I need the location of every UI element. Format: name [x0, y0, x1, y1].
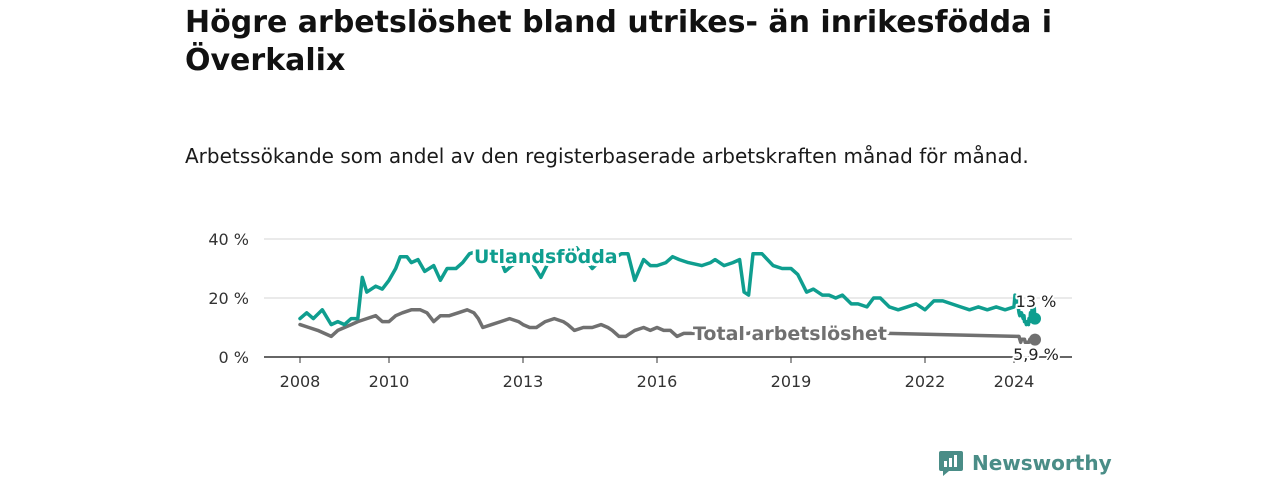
utlandsfodda-end-point [1029, 312, 1041, 325]
end-label-total-arbetsloshet: 5,9 % [1013, 345, 1059, 364]
end-label-utlandsfodda-halo: 13 % [1016, 292, 1057, 311]
y-tick-label: 40 % [208, 230, 249, 249]
brand-label: Newsworthy [972, 451, 1112, 475]
y-tick-label: 0 % [219, 348, 249, 367]
x-tick-label: 2010 [369, 372, 410, 391]
chart-title: Högre arbetslöshet bland utrikes- än inr… [185, 5, 1053, 78]
series-label-utlandsfodda: Utlandsfödda [474, 246, 618, 268]
brand[interactable]: Newsworthy [938, 449, 1112, 477]
y-tick-label: 20 % [208, 289, 249, 308]
series-label-total-arbetsloshet-halo: Total arbetslöshet [693, 323, 887, 345]
total-arbetsloshet-end-point [1029, 333, 1041, 346]
x-tick-label: 2022 [905, 372, 946, 391]
chart-subtitle: Arbetssökande som andel av den registerb… [185, 144, 1029, 168]
x-tick-label: 2013 [503, 372, 544, 391]
newsworthy-logo-icon [939, 451, 963, 476]
x-tick-label: 2016 [637, 372, 678, 391]
total-arbetsloshet-line [298, 308, 1037, 345]
x-tick-label: 2019 [771, 372, 812, 391]
utlandsfodda-line [298, 246, 1037, 327]
series-label-utlandsfodda-halo: Utlandsfödda [474, 246, 618, 268]
series-label-total-arbetsloshet: Total arbetslöshet [693, 323, 887, 345]
end-label-total-arbetsloshet-halo: 5,9 % [1013, 345, 1059, 364]
x-tick-label: 2024 [994, 372, 1035, 391]
end-label-utlandsfodda: 13 % [1016, 292, 1057, 311]
x-tick-label: 2008 [280, 372, 321, 391]
